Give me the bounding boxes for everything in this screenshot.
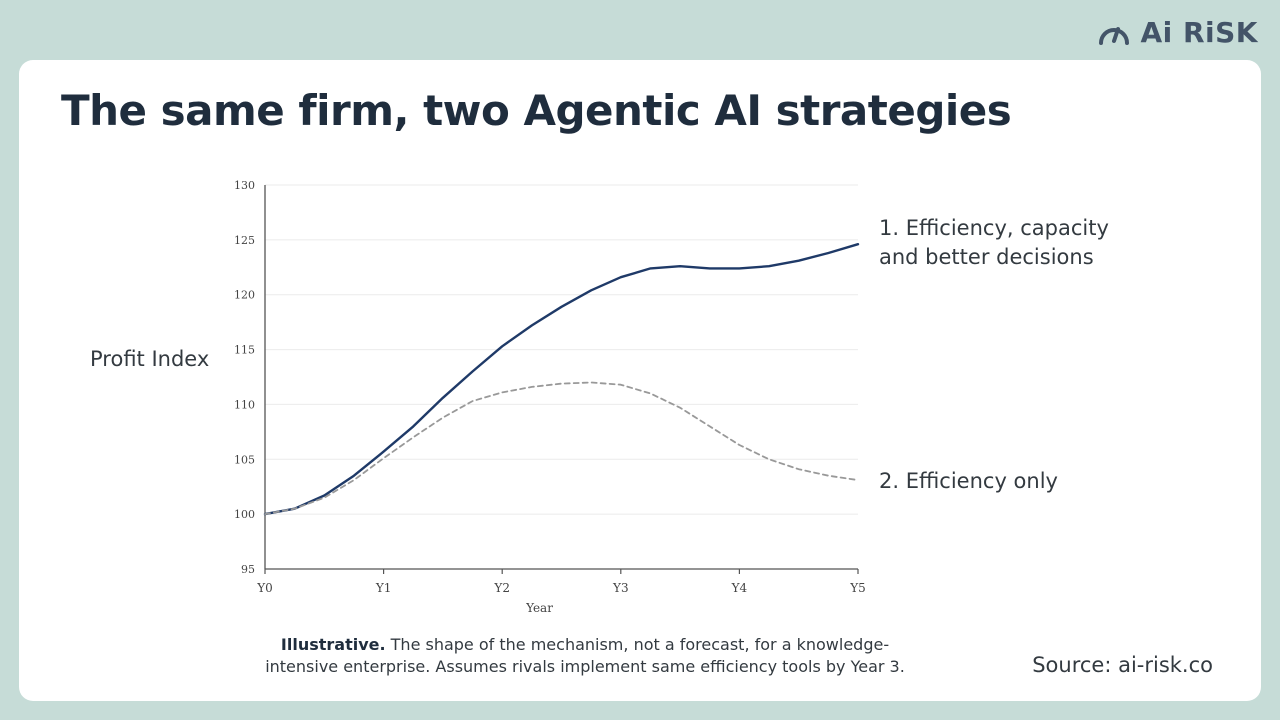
profit-index-chart: 95 100 105 110 115 120 125 130 Y0 Y1 Y2 Y3 Y4 Y5 Year [234, 179, 866, 615]
series-line-efficiency-only [264, 381, 859, 515]
y-tick-label-130: 130 [234, 179, 255, 192]
note-text: The shape of the mechanism, not a foreca… [265, 635, 905, 676]
x-tick-label-y5: Y5 [849, 581, 866, 595]
y-axis-title: Profit Index [90, 347, 210, 371]
y-tick-label-105: 105 [234, 453, 255, 466]
slide-title: The same firm, two Agentic AI strategies [61, 86, 1012, 135]
y-tick-label-110: 110 [234, 398, 255, 411]
brand-logo: Ai RiSK [1096, 12, 1258, 52]
x-tick-label-y1: Y1 [375, 581, 392, 595]
x-tick-label-y2: Y2 [493, 581, 510, 595]
series-label-efficiency-capacity-decisions: 1. Efficiency, capacity and better decis… [879, 216, 1109, 269]
brand-name: Ai RiSK [1140, 15, 1258, 49]
series-label-efficiency-only: 2. Efficiency only [879, 469, 1058, 493]
x-tick-label-y3: Y3 [612, 581, 629, 595]
y-tick-label-115: 115 [234, 344, 255, 357]
series-line-efficiency-capacity-decisions [263, 243, 860, 516]
x-axis-title: Year [525, 601, 553, 615]
y-tick-label-95: 95 [241, 563, 255, 576]
x-tick-label-y4: Y4 [731, 581, 748, 595]
x-tick-label-y0: Y0 [256, 581, 273, 595]
illustrative-note: Illustrative. The shape of the mechanism… [255, 634, 915, 678]
gauge-icon [1099, 27, 1130, 45]
source-credit: Source: ai-risk.co [1032, 653, 1213, 677]
note-emphasis: Illustrative. [280, 635, 386, 654]
y-tick-label-120: 120 [234, 289, 255, 302]
slide-card: The same firm, two Agentic AI strategies… [19, 60, 1261, 701]
y-tick-label-100: 100 [234, 508, 255, 521]
y-tick-label-125: 125 [234, 234, 255, 247]
